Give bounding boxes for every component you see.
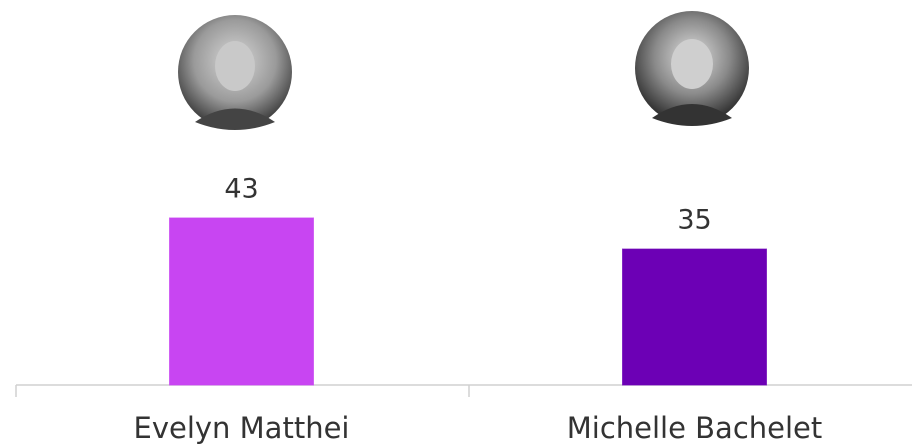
x-tick-label: Evelyn Matthei (134, 411, 350, 445)
bar (169, 217, 314, 386)
x-tick-label: Michelle Bachelet (567, 411, 823, 445)
photo (635, 11, 749, 126)
value-label: 35 (677, 205, 711, 236)
value-label: 43 (224, 173, 258, 204)
bar (622, 248, 767, 386)
photo (178, 15, 292, 130)
